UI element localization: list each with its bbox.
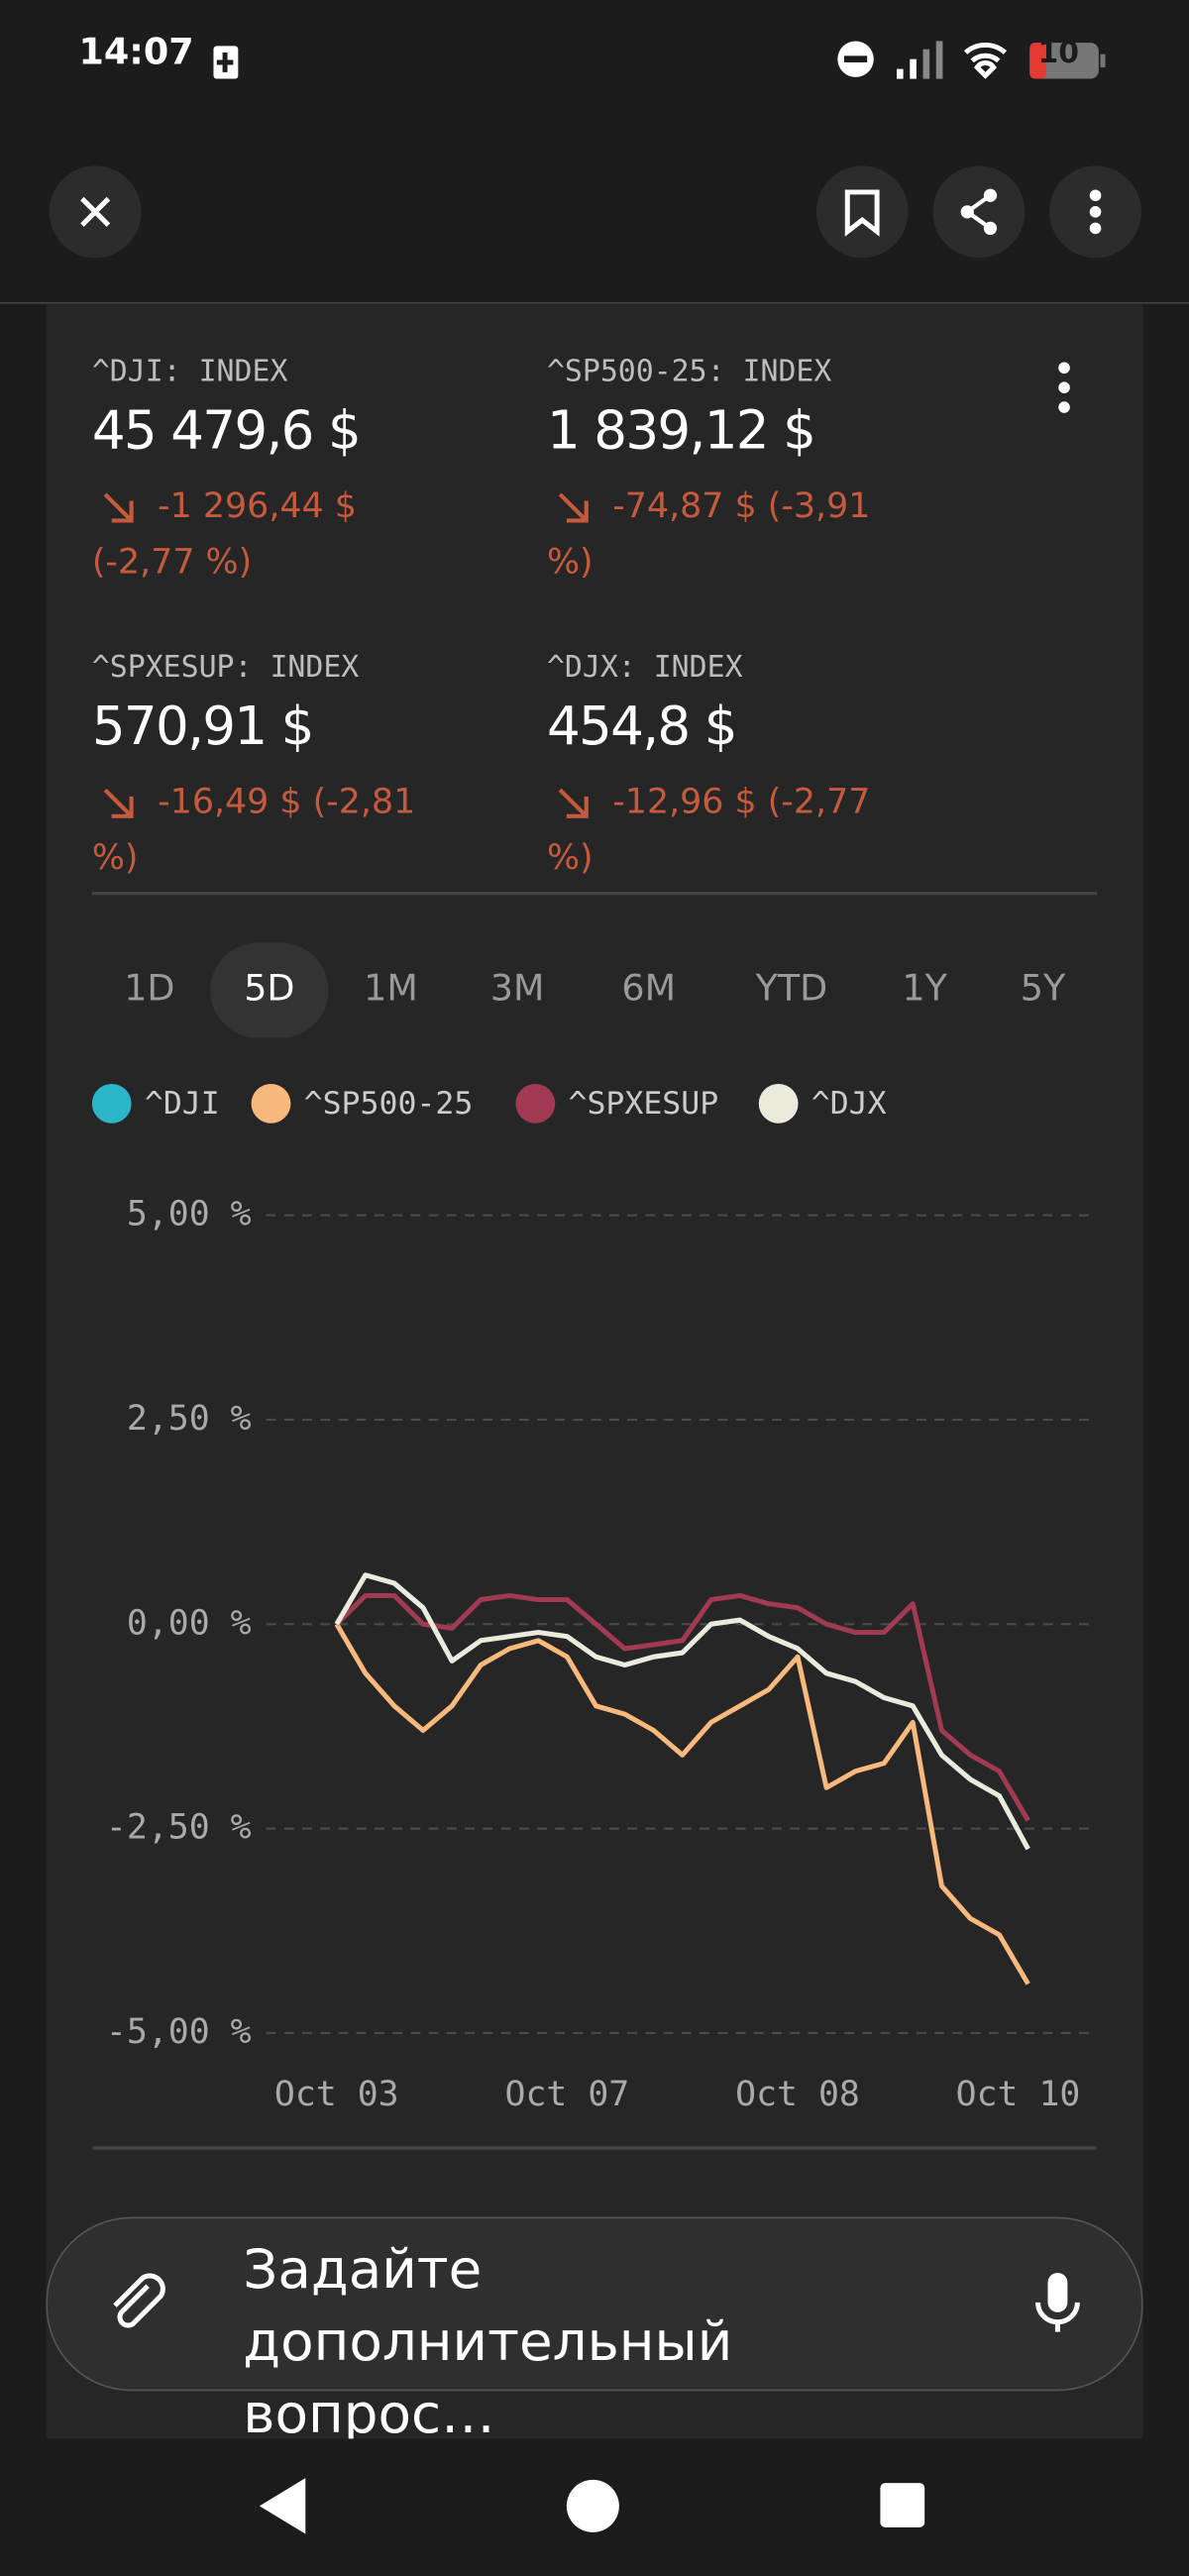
legend-swatch <box>758 1083 799 1124</box>
legend-swatch <box>91 1083 132 1124</box>
quote-change: -12,96 $ (-2,77 %) <box>546 781 871 878</box>
mic-icon[interactable] <box>1025 2266 1090 2338</box>
legend-item: ^SPXESUP <box>515 1083 719 1124</box>
menu-button[interactable] <box>1049 165 1141 259</box>
legend-swatch <box>515 1083 556 1124</box>
share-button[interactable] <box>932 165 1026 259</box>
quote-name: ^DJX: INDEX <box>546 650 743 686</box>
series-line <box>334 1623 1030 1986</box>
legend-label: ^DJI <box>144 1085 220 1123</box>
status-icons <box>837 41 1106 79</box>
down-arrow <box>558 492 589 523</box>
quote-change: -16,49 $ (-2,81 %) <box>91 781 416 878</box>
quote: ^DJI: INDEX 45 479,6 $ -1 296,44 $ (-2,77 … <box>92 355 536 590</box>
period-tab[interactable]: 1Y <box>902 968 947 1011</box>
series-line <box>334 1572 1030 1851</box>
input-box[interactable] <box>46 2216 1143 2392</box>
down-arrow <box>558 788 589 818</box>
quote: ^DJX: INDEX 454,8 $ -12,96 $ (-2,77 %) <box>547 650 991 885</box>
quote-change: -1 296,44 $ (-2,77 %) <box>91 485 357 582</box>
legend-swatch <box>251 1083 291 1124</box>
x-tick-label: Oct 07 <box>505 2075 630 2114</box>
y-tick-label: 5,00 % <box>127 1195 252 1234</box>
quote-price: 454,8 $ <box>546 695 738 758</box>
close-button[interactable] <box>49 165 142 259</box>
quote-change: -74,87 $ (-3,91 %) <box>546 485 871 582</box>
battery-level: 10 <box>1037 36 1080 71</box>
legend-label: ^DJX <box>811 1085 887 1123</box>
input-placeholder[interactable]: Задайте дополнительный вопрос… <box>243 2236 733 2446</box>
period-tab[interactable]: 5D <box>210 942 329 1038</box>
card <box>46 303 1143 2439</box>
attach-icon[interactable] <box>98 2266 170 2338</box>
x-tick-label: Oct 08 <box>735 2075 860 2114</box>
period-tab[interactable]: 3M <box>489 968 545 1011</box>
period-tab[interactable]: 1M <box>364 968 418 1011</box>
y-tick-label: 0,00 % <box>127 1603 252 1643</box>
period-tab[interactable]: YTD <box>755 968 828 1011</box>
legend-item: ^SP500-25 <box>251 1083 474 1124</box>
y-tick-label: 2,50 % <box>127 1399 252 1439</box>
nav-bar <box>0 2438 1189 2575</box>
down-arrow <box>103 492 134 523</box>
series-line <box>334 1572 1030 1851</box>
period-tab[interactable]: 1D <box>124 968 175 1011</box>
legend-item: ^DJX <box>758 1083 887 1124</box>
card-menu[interactable] <box>1044 358 1084 417</box>
battery-charging-icon <box>213 46 239 79</box>
x-tick-label: Oct 03 <box>274 2075 399 2114</box>
down-arrow <box>103 788 134 818</box>
legend-label: ^SPXESUP <box>568 1085 719 1123</box>
quote-price: 45 479,6 $ <box>91 398 362 462</box>
period-tab[interactable]: 6M <box>621 968 677 1011</box>
y-tick-label: -2,50 % <box>106 1808 252 1848</box>
quote-name: ^SP500-25: INDEX <box>546 355 832 389</box>
period-tab[interactable]: 5Y <box>1020 968 1066 1011</box>
quote: ^SPXESUP: INDEX 570,91 $ -16,49 $ (-2,81 %… <box>92 650 536 885</box>
chart: 5,00 % 2,50 % 0,00 % -2,50 % -5,00 % Oct 03 Oc… <box>106 1195 1091 2114</box>
time: 14:07 <box>78 33 194 74</box>
quote-name: ^DJI: INDEX <box>91 355 288 389</box>
x-tick-label: Oct 10 <box>956 2075 1081 2114</box>
legend-label: ^SP500-25 <box>303 1085 474 1123</box>
quote: ^SP500-25: INDEX 1 839,12 $ -74,87 $ (-3,9… <box>547 355 991 590</box>
quote-price: 570,91 $ <box>91 695 315 758</box>
series-line <box>335 1592 1030 1822</box>
quote-price: 1 839,12 $ <box>546 398 816 462</box>
y-tick-label: -5,00 % <box>106 2012 252 2052</box>
bookmark-button[interactable] <box>815 165 909 259</box>
quote-name: ^SPXESUP: INDEX <box>91 650 360 686</box>
legend-item: ^DJI <box>91 1083 220 1124</box>
